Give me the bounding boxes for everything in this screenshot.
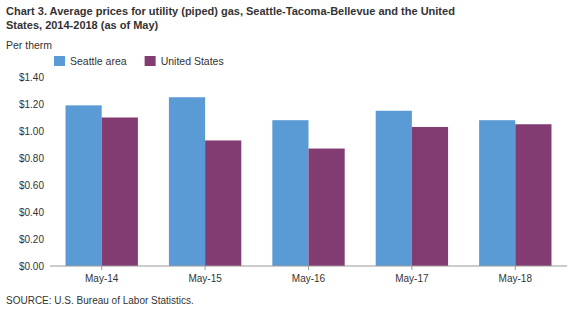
- x-tick-label: May-14: [85, 273, 119, 284]
- title: States, 2014-2018 (as of May): [6, 19, 159, 31]
- x-tick: [205, 266, 206, 270]
- source: SOURCE: U.S. Bureau of Labor Statistics.: [6, 295, 194, 306]
- x-axis: May-14 May-15 May-16 May-17 May-18: [50, 266, 567, 284]
- legend: Seattle area United States: [54, 55, 224, 67]
- bar: [309, 149, 345, 266]
- y-axis-label: Per therm: [6, 39, 52, 51]
- y-axis: $0.00 $0.20 $0.40 $0.60 $0.80 $1.00 $1.20 $1.40: [19, 72, 44, 272]
- x-tick: [101, 266, 102, 270]
- x-tick-label: May-16: [292, 273, 326, 284]
- bar: [479, 120, 515, 266]
- y-tick-label: $0.40: [19, 207, 44, 218]
- chart: Chart 3. Average prices for utility (pip…: [0, 0, 579, 310]
- y-tick-label: $1.00: [19, 126, 44, 137]
- bars: [66, 97, 552, 266]
- legend-label: United States: [161, 55, 224, 67]
- x-tick: [411, 266, 412, 270]
- y-tick-label: $0.80: [19, 153, 44, 164]
- x-tick: [308, 266, 309, 270]
- chart-container: Chart 3. Average prices for utility (pip…: [0, 0, 579, 310]
- bar: [169, 97, 205, 266]
- x-tick-label: May-15: [188, 273, 222, 284]
- y-tick-label: $0.20: [19, 234, 44, 245]
- y-tick-label: $0.00: [19, 261, 44, 272]
- x-tick-label: May-17: [395, 273, 429, 284]
- bar: [412, 127, 448, 266]
- y-tick-label: $1.40: [19, 72, 44, 83]
- legend-swatch: [145, 56, 156, 66]
- bar: [66, 105, 102, 266]
- legend-swatch: [54, 56, 65, 66]
- bar: [272, 120, 308, 266]
- bar: [376, 111, 412, 266]
- bar: [515, 124, 551, 266]
- bar: [102, 118, 138, 267]
- x-tick-label: May-18: [499, 273, 533, 284]
- legend-label: Seattle area: [70, 55, 127, 67]
- title: Chart 3. Average prices for utility (pip…: [6, 5, 455, 17]
- x-tick: [515, 266, 516, 270]
- bar: [205, 140, 241, 266]
- y-tick-label: $1.20: [19, 99, 44, 110]
- y-tick-label: $0.60: [19, 180, 44, 191]
